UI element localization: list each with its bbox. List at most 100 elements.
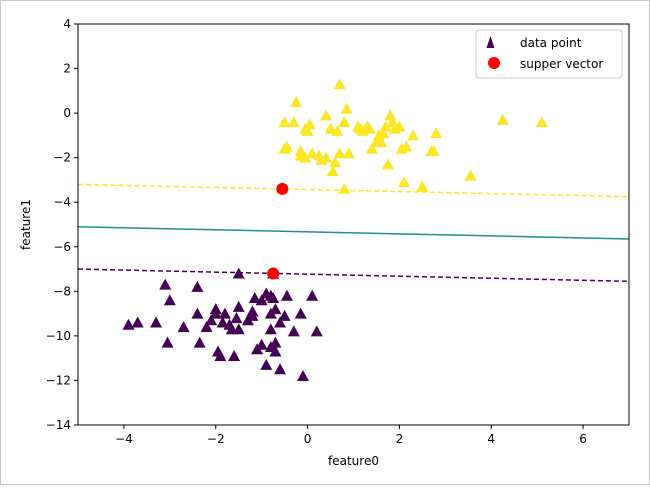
y-tick-label: 4 — [63, 17, 71, 31]
data-point-class0 — [310, 325, 323, 337]
data-point-class0 — [228, 349, 241, 361]
data-point-class1 — [338, 116, 351, 128]
data-point-class0 — [191, 280, 204, 292]
data-point-class1 — [329, 156, 342, 168]
data-point-class1 — [342, 147, 355, 159]
data-point-class1 — [278, 116, 291, 128]
x-tick-label: 6 — [579, 432, 587, 446]
margin-upper-line — [77, 183, 630, 198]
data-point-class0 — [248, 292, 261, 304]
data-point-class1 — [294, 144, 307, 156]
data-point-class0 — [232, 323, 245, 335]
y-tick-label: −6 — [53, 240, 71, 254]
data-point-class0 — [264, 323, 277, 335]
y-tick-label: −4 — [53, 195, 71, 209]
data-point-class1 — [416, 180, 429, 192]
plot-area — [78, 24, 629, 425]
data-point-class0 — [150, 316, 163, 328]
data-point-class1 — [393, 120, 406, 132]
data-point-class1 — [381, 158, 394, 170]
x-tick-label: 4 — [487, 432, 495, 446]
legend-label-support-vector: supper vector — [520, 57, 603, 71]
data-point-class0 — [269, 303, 282, 315]
plot-frame — [77, 23, 630, 426]
data-point-class0 — [159, 278, 172, 290]
x-tick-label: −2 — [207, 432, 225, 446]
x-tick-label: −4 — [115, 432, 133, 446]
data-point-class0 — [255, 294, 268, 306]
data-point-class0 — [306, 289, 319, 301]
data-point-class0 — [232, 267, 245, 279]
data-point-class0 — [232, 300, 245, 312]
y-tick-label: 2 — [63, 62, 71, 76]
data-point-class1 — [430, 127, 443, 139]
support-vector-layer — [267, 182, 289, 280]
data-point-class0 — [274, 316, 287, 328]
data-point-class0 — [131, 316, 144, 328]
y-tick-label: −8 — [53, 284, 71, 298]
legend-box — [475, 29, 623, 79]
data-point-class1 — [299, 151, 312, 163]
data-point-class0 — [287, 325, 300, 337]
data-point-class0 — [230, 312, 243, 324]
data-point-class0 — [214, 349, 227, 361]
y-tick-label: 0 — [63, 106, 71, 120]
data-point-class0 — [191, 307, 204, 319]
data-point-class1 — [464, 169, 477, 181]
lines-layer — [77, 183, 630, 283]
data-point-class1 — [333, 147, 346, 159]
data-point-class1 — [407, 129, 420, 141]
y-tick-label: −2 — [53, 151, 71, 165]
data-point-class0 — [177, 320, 190, 332]
x-axis-label: feature0 — [328, 454, 379, 468]
data-point-class1 — [375, 136, 388, 148]
y-tick-label: −10 — [46, 329, 71, 343]
data-point-class1 — [398, 176, 411, 188]
margin-lower-line — [77, 268, 630, 283]
data-point-class0 — [216, 316, 229, 328]
data-point-class1 — [287, 116, 300, 128]
data-point-class1 — [365, 142, 378, 154]
data-point-class0 — [205, 314, 218, 326]
decision-boundary-line — [77, 225, 630, 240]
data-point-class0 — [278, 309, 291, 321]
legend-label-data-point: data point — [520, 36, 582, 50]
data-point-class1 — [331, 124, 344, 136]
data-point-class1 — [496, 113, 509, 125]
data-point-class0 — [269, 336, 282, 348]
data-point-class1 — [338, 182, 351, 194]
data-point-class1 — [319, 151, 332, 163]
data-point-class0 — [255, 338, 268, 350]
support-vector-point — [276, 182, 289, 195]
x-tick-label: 0 — [304, 432, 312, 446]
data-point-class1 — [290, 95, 303, 107]
data-point-class1 — [280, 140, 293, 152]
data-point-class0 — [218, 307, 231, 319]
data-point-class0 — [269, 345, 282, 357]
data-point-class1 — [324, 122, 337, 134]
data-point-class1 — [427, 144, 440, 156]
data-point-class0 — [260, 358, 273, 370]
data-point-class0 — [193, 336, 206, 348]
points-layer — [122, 78, 548, 381]
legend-triangle-icon — [486, 36, 495, 48]
data-point-class0 — [294, 307, 307, 319]
legend-circle-icon — [488, 57, 500, 69]
data-point-class0 — [209, 307, 222, 319]
legend: data point supper vector — [475, 29, 623, 79]
x-tick-label: 2 — [396, 432, 404, 446]
data-point-class1 — [400, 140, 413, 152]
data-point-class1 — [301, 124, 314, 136]
y-axis-ticks: −14 −12 −10 −8 −6 −4 −2 0 2 4 — [46, 17, 78, 432]
y-tick-label: −14 — [46, 418, 71, 432]
x-axis-ticks: −4 −2 0 2 4 6 — [115, 425, 587, 446]
data-point-class0 — [163, 294, 176, 306]
data-point-class1 — [303, 118, 316, 130]
y-tick-label: −12 — [46, 373, 71, 387]
data-point-class1 — [363, 122, 376, 134]
data-point-class0 — [280, 289, 293, 301]
data-point-class0 — [296, 369, 309, 381]
data-point-class1 — [377, 127, 390, 139]
data-point-class1 — [379, 120, 392, 132]
